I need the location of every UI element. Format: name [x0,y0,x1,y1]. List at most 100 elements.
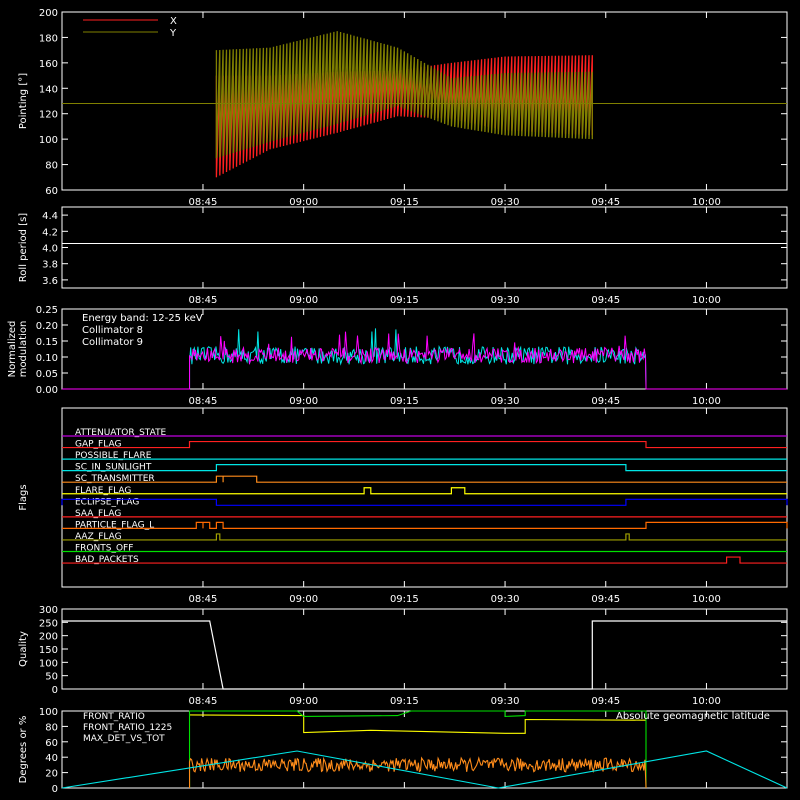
x-tick-label: 10:00 [692,594,721,605]
flag-label-eclipse-flag: ECLIPSE_FLAG [75,497,139,507]
y-tick-label: 100 [39,707,58,718]
panel-frame-3 [61,407,788,588]
y-tick-label: 300 [39,605,58,616]
x-tick-label: 08:45 [189,594,218,605]
latitude-annotation: Absolute geomagnetic latitude [616,711,770,722]
legend-label-front-ratio-1225: FRONT_RATIO_1225 [83,723,172,733]
y-axis-label-roll-period: Roll period [s] [18,213,29,282]
x-tick-label: 09:30 [491,594,520,605]
y-tick-label: 0.20 [36,321,58,332]
flag-label-sc-transmitter: SC_TRANSMITTER [75,474,155,484]
x-tick-label: 10:00 [692,696,721,707]
y-tick-label: 0 [52,685,58,696]
y-tick-label: 60 [45,186,58,197]
x-tick-label: 09:15 [390,197,419,208]
y-tick-label: 200 [39,632,58,643]
x-tick-label: 09:30 [491,396,520,407]
flag-trace-bad-packets [62,556,787,564]
flag-trace-sc-transmitter [62,475,787,483]
y-tick-label: 120 [39,110,58,121]
flag-trace-sc-in-sunlight [62,464,787,472]
flag-trace-flare-flag [62,487,787,495]
x-tick-label: 08:45 [189,295,218,306]
series-line-collimator-9 [62,331,787,390]
flag-label-particle-flag-l: PARTICLE_FLAG_L [75,520,154,530]
x-tick-label: 09:45 [591,594,620,605]
flag-label-fronts-off: FRONTS_OFF [75,544,133,554]
y-tick-label: 4.2 [42,227,58,238]
x-tick-label: 08:45 [189,197,218,208]
y-tick-label: 140 [39,84,58,95]
y-tick-label: 20 [45,769,58,780]
y-tick-label: 180 [39,33,58,44]
y-tick-label: 80 [45,722,58,733]
y-tick-label: 0.25 [36,305,58,316]
y-tick-label: 3.8 [42,260,58,271]
panel-frame-2 [61,308,788,390]
y-axis-label-degrees: Degrees or % [18,716,29,784]
flag-label-aaz-flag: AAZ_FLAG [75,532,122,542]
x-tick-label: 10:00 [692,197,721,208]
flag-label-saa-flag: SAA_FLAG [75,509,121,519]
series-line-geomagnetic-latitude [61,750,788,789]
x-tick-label: 09:00 [289,696,318,707]
legend-label-front-ratio: FRONT_RATIO [83,712,145,722]
x-tick-label: 08:45 [189,396,218,407]
y-tick-label: 0.15 [36,337,58,348]
x-tick-label: 09:00 [289,396,318,407]
x-tick-label: 09:30 [491,696,520,707]
x-tick-label: 09:00 [289,594,318,605]
y-tick-label: 4.0 [42,244,58,255]
x-tick-label: 09:15 [390,594,419,605]
flag-label-attenuator-state: ATTENUATOR_STATE [75,428,167,438]
series-line-collimator-8 [62,328,787,390]
x-tick-label: 09:30 [491,197,520,208]
x-tick-label: 09:15 [390,696,419,707]
flag-trace-gap-flag [62,440,787,449]
y-axis-label-modulation: modulation [18,321,29,378]
y-tick-label: 40 [45,753,58,764]
flag-trace-aaz-flag [62,533,787,541]
series-line-y [215,31,593,159]
y-axis-label-flags: Flags [18,484,29,510]
legend-label-y: Y [169,28,177,39]
y-tick-label: 200 [39,8,58,19]
series-line-front-ratio-1225 [188,710,647,789]
series-line-front-ratio [189,714,647,734]
legend-label-collimator-8: Collimator 8 [82,325,143,336]
x-tick-label: 10:00 [692,396,721,407]
flag-label-possible-flare: POSSIBLE_FLARE [75,451,152,461]
x-tick-label: 09:00 [289,197,318,208]
x-tick-label: 09:30 [491,295,520,306]
y-tick-label: 160 [39,59,58,70]
x-tick-label: 09:15 [390,396,419,407]
x-tick-label: 09:45 [591,197,620,208]
y-tick-label: 0 [52,784,58,795]
x-tick-label: 08:45 [189,696,218,707]
y-tick-label: 250 [39,618,58,629]
flag-trace-particle-flag-l [62,521,788,529]
y-axis-label-modulation: Normalized [7,321,18,378]
x-tick-label: 09:45 [591,295,620,306]
y-tick-label: 3.6 [42,276,58,287]
legend-label-x: X [170,16,177,27]
y-tick-label: 60 [45,738,58,749]
legend-label-collimator-9: Collimator 9 [82,337,143,348]
y-tick-label: 150 [39,645,58,656]
y-tick-label: 0.00 [36,385,58,396]
flag-label-bad-packets: BAD_PACKETS [75,555,139,565]
y-tick-label: 100 [39,135,58,146]
x-tick-label: 09:15 [390,295,419,306]
x-tick-label: 09:00 [289,295,318,306]
y-tick-label: 100 [39,658,58,669]
flag-label-sc-in-sunlight: SC_IN_SUNLIGHT [75,463,152,473]
y-tick-label: 50 [45,672,58,683]
y-tick-label: 0.10 [36,353,58,364]
panel-frame-1 [61,206,788,289]
x-tick-label: 09:45 [591,696,620,707]
flag-label-gap-flag: GAP_FLAG [75,440,121,450]
legend-title-energy-band: Energy band: 12-25 keV [82,313,203,324]
flag-label-flare-flag: FLARE_FLAG [75,486,131,496]
y-tick-label: 80 [45,161,58,172]
